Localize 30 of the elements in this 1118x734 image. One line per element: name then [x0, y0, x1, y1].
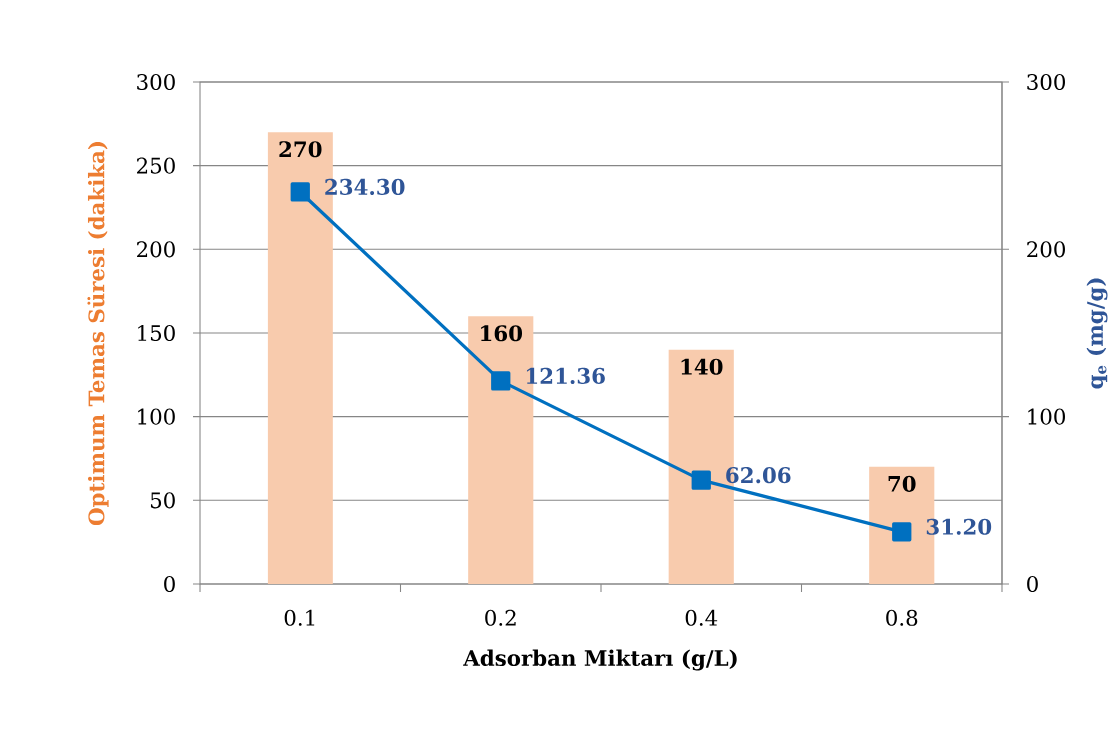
data-label: 70 [888, 475, 916, 492]
y-tick-label: 300 [137, 73, 175, 91]
point [691, 470, 711, 490]
y-tick-label: 150 [138, 324, 175, 342]
data-label: 234.30 [325, 178, 405, 195]
y-tick-label: 200 [137, 241, 175, 258]
y-tick-label: 100 [138, 408, 175, 425]
y-tick-label: 250 [137, 157, 175, 174]
data-label: 62.06 [726, 467, 791, 484]
y-axis-title: Optimum Temas Süresi (dakika) [87, 142, 109, 526]
x-axis-title: Adsorban Miktarı (g/L) [463, 649, 737, 671]
y2-tick-label: 300 [1027, 73, 1065, 91]
data-label: 121.36 [526, 367, 605, 384]
x-tick-label: 0.4 [685, 609, 718, 626]
y2-axis-title: q$_{e}$ (mg/g) [1086, 278, 1108, 389]
data-label: 31.20 [926, 518, 992, 535]
x-tick-label: 0.8 [886, 609, 918, 626]
point [892, 522, 912, 542]
x-tick-label: 0.1 [284, 609, 315, 626]
point [491, 371, 511, 391]
y-tick-label: 0 [164, 575, 175, 593]
data-label: 140 [681, 358, 723, 375]
y2-tick-label: 100 [1028, 408, 1065, 425]
y2-tick-label: 0 [1027, 575, 1038, 593]
data-label: 270 [279, 141, 322, 158]
y2-tick-label: 200 [1027, 241, 1065, 258]
point [290, 182, 310, 202]
x-tick-label: 0.2 [485, 609, 516, 626]
data-label: 160 [481, 325, 523, 342]
y-tick-label: 50 [150, 492, 175, 509]
